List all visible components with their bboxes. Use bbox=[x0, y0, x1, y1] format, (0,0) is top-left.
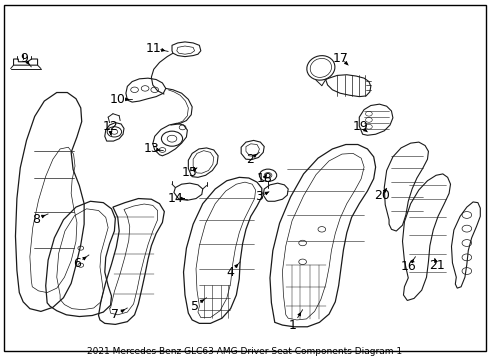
Text: 17: 17 bbox=[333, 52, 349, 65]
Text: 7: 7 bbox=[111, 308, 120, 321]
Text: 9: 9 bbox=[20, 52, 28, 65]
Text: 13: 13 bbox=[144, 143, 159, 156]
Text: 15: 15 bbox=[182, 166, 197, 179]
Text: 21: 21 bbox=[429, 259, 445, 272]
Text: 14: 14 bbox=[168, 192, 183, 205]
Text: 12: 12 bbox=[103, 120, 119, 133]
Text: 16: 16 bbox=[400, 260, 416, 274]
Text: 19: 19 bbox=[352, 120, 368, 133]
Text: 11: 11 bbox=[146, 41, 162, 55]
Text: 20: 20 bbox=[374, 189, 390, 202]
Text: 18: 18 bbox=[256, 171, 272, 185]
Text: 1: 1 bbox=[289, 319, 297, 332]
Text: 2: 2 bbox=[246, 153, 254, 166]
Text: 6: 6 bbox=[73, 257, 81, 270]
Text: 2021 Mercedes-Benz GLC63 AMG Driver Seat Components Diagram 1: 2021 Mercedes-Benz GLC63 AMG Driver Seat… bbox=[87, 347, 403, 356]
Text: 5: 5 bbox=[191, 300, 198, 313]
Text: 4: 4 bbox=[227, 266, 235, 279]
Text: 3: 3 bbox=[255, 190, 263, 203]
Text: 10: 10 bbox=[110, 93, 125, 106]
Text: 8: 8 bbox=[32, 212, 40, 226]
